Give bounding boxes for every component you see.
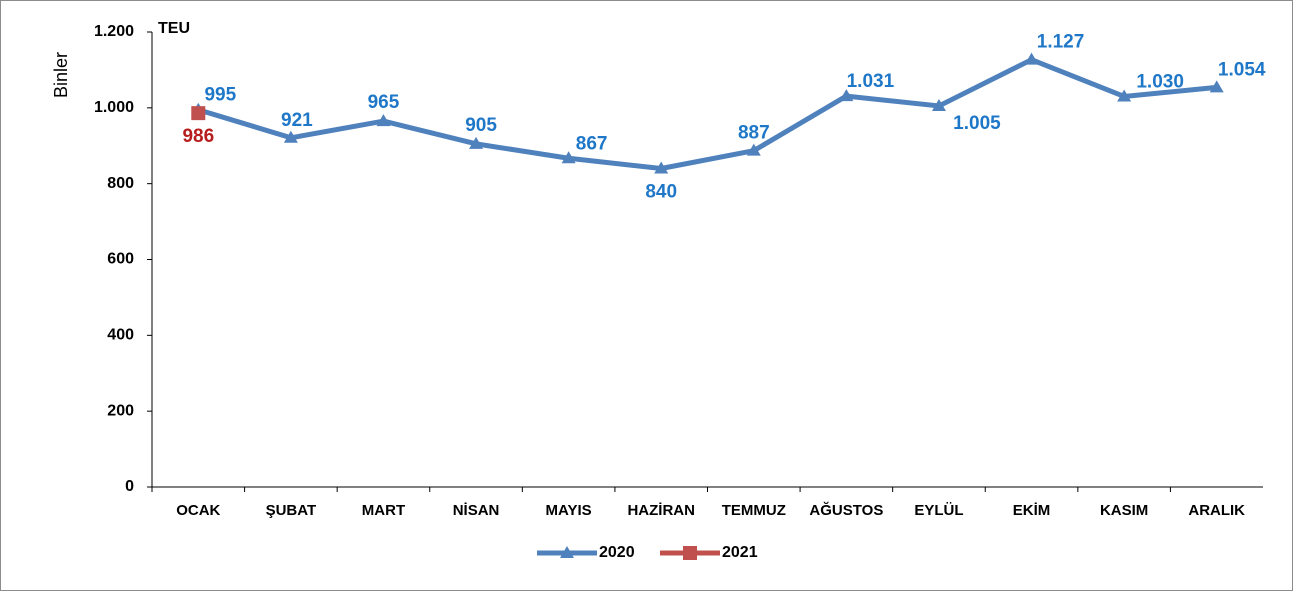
legend-label: 2020 (599, 544, 635, 561)
data-point (283, 130, 298, 143)
y-tick-label: 800 (107, 175, 134, 192)
data-label: 887 (738, 123, 770, 144)
data-point (1209, 80, 1224, 93)
unit-label: TEU (158, 20, 190, 37)
data-label: 1.031 (847, 71, 895, 92)
data-point (1117, 89, 1132, 102)
x-tick-label: MAYIS (546, 502, 592, 519)
y-tick-label: 0 (125, 478, 134, 495)
legend-marker (560, 546, 574, 558)
data-label: 921 (281, 110, 313, 131)
data-label: 1.005 (953, 113, 1001, 134)
data-point (931, 98, 946, 111)
x-tick-label: HAZİRAN (627, 502, 695, 519)
data-label: 1.054 (1218, 59, 1266, 80)
x-tick-label: NİSAN (453, 502, 500, 519)
data-label: 965 (368, 92, 400, 113)
data-point (191, 106, 206, 121)
data-label: 867 (576, 133, 608, 154)
y-tick-label: 600 (107, 251, 134, 268)
series-line (197, 57, 1217, 171)
legend-marker (683, 546, 697, 560)
data-point (839, 89, 854, 102)
x-tick-label: MART (362, 502, 405, 519)
data-point (561, 151, 576, 164)
x-tick-label: ŞUBAT (266, 502, 317, 519)
y-tick-label: 200 (107, 402, 134, 419)
y-tick-label: 1.200 (94, 23, 134, 40)
data-label: 905 (465, 115, 497, 136)
x-tick-label: AĞUSTOS (809, 501, 883, 519)
y-tick-label: 1.000 (94, 99, 134, 116)
data-label: 986 (182, 126, 214, 147)
data-point (376, 114, 391, 127)
x-tick-label: EKİM (1013, 502, 1051, 519)
x-tick-label: EYLÜL (914, 502, 963, 519)
data-point (746, 143, 761, 156)
y-tick-label: 400 (107, 327, 134, 344)
data-label: 1.030 (1136, 71, 1184, 92)
data-label: 995 (204, 85, 236, 106)
x-tick-label: KASIM (1100, 502, 1148, 519)
y-axis-label: Binler (51, 52, 71, 98)
x-tick-label: OCAK (176, 502, 220, 519)
data-point (469, 136, 484, 149)
legend-label: 2021 (722, 544, 758, 561)
x-tick-label: TEMMUZ (722, 502, 786, 519)
data-point (654, 161, 669, 174)
data-point (1024, 52, 1039, 65)
x-tick-label: ARALIK (1188, 502, 1245, 519)
data-label: 1.127 (1037, 32, 1085, 53)
data-label: 840 (645, 182, 677, 203)
